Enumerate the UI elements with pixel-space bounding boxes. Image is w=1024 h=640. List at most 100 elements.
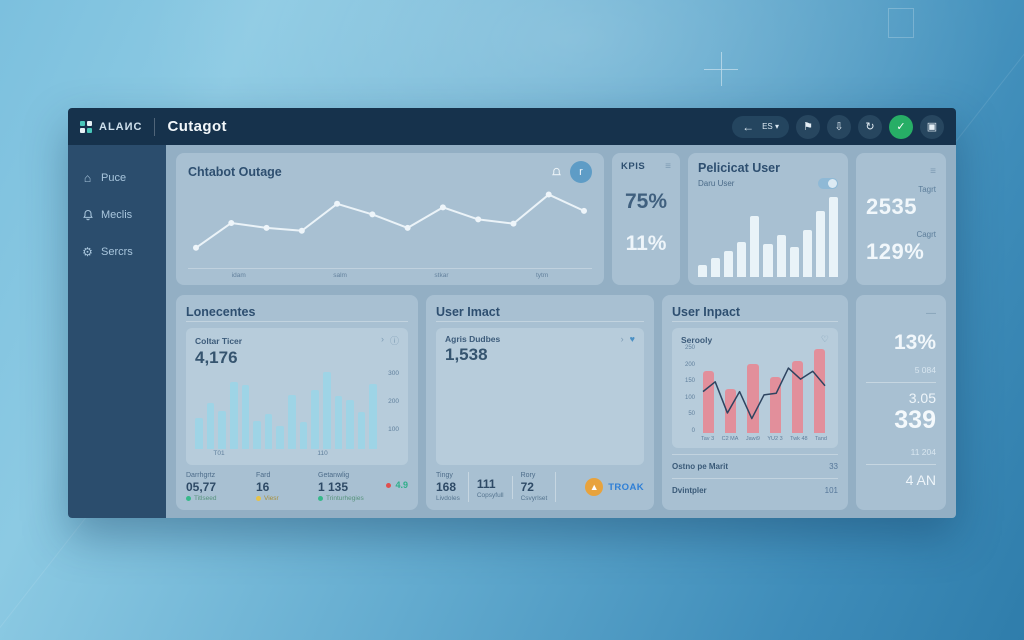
sidebar-item-sercrs[interactable]: ⚙ Sercrs [81, 245, 153, 259]
axis-tick: Jawi9 [745, 436, 760, 442]
lonecentes-panel: Coltar Ticer › ⓘ 4,176 300 [186, 328, 408, 465]
badge-value: 4.9 [395, 480, 408, 490]
dashboard-row-2: Lonecentes Coltar Ticer › ⓘ 4,176 [176, 295, 946, 510]
menu-icon[interactable]: — [926, 308, 936, 319]
troak-action[interactable]: ▲ TROAK [585, 478, 644, 496]
card-header: Lonecentes [186, 302, 408, 322]
user-toggle[interactable] [818, 178, 838, 189]
axis-tick: YU2 3 [767, 436, 783, 442]
brand-name: ALAИC [99, 120, 143, 133]
row-label: Dvintpler [672, 486, 707, 495]
kpi-secondary-value: 11% [625, 232, 667, 255]
axis-tick: idam [231, 272, 246, 279]
stat: Darrhgrtz 05,77 Titlseed [186, 472, 242, 502]
panel-header: Agris Dudbes › ♥ [445, 334, 635, 344]
lonecentes-bar-chart [195, 372, 377, 449]
axis-tick: 50 [688, 411, 695, 418]
bell-icon [81, 209, 94, 221]
alarm-icon[interactable] [551, 167, 562, 178]
legend-dot [256, 496, 261, 501]
flag-icon: ⚑ [803, 120, 813, 133]
card-chatbot-outage: Chtabot Outage r idam salm stkar [176, 153, 604, 285]
crosshair-decoration [704, 52, 738, 86]
combo-chart: Tav 3 C2 MA Jawi9 YU2 3 Twk 48 Tand [699, 345, 829, 442]
card-stats-1: ≡ Tagrt 2535 Cagrt 129% [856, 153, 946, 285]
heart-icon[interactable]: ♥ [629, 334, 635, 344]
check-button[interactable]: ✓ [889, 114, 913, 139]
heart-icon[interactable]: ♡ [820, 334, 829, 344]
flag-button[interactable]: ⚑ [796, 114, 820, 139]
user-imact-panel: Agris Dudbes › ♥ 1,538 [436, 328, 644, 465]
axis-tick: T01 [213, 450, 225, 457]
panel-icons: › ♥ [621, 334, 635, 344]
share-icon[interactable]: › [380, 334, 384, 344]
user-inpact-bar-line-chart [699, 345, 829, 433]
divider [866, 382, 936, 383]
user-inpact-footer: Ostno pe Marit 33 Dvintpler 101 [672, 454, 838, 502]
axis-tick: tytm [535, 272, 549, 279]
card-user-inpact: User Inpact Serooly ♡ 250 [662, 295, 848, 510]
metric-label: Agris Dudbes [445, 334, 501, 344]
alert-icon[interactable]: ▲ [585, 478, 604, 496]
download-button[interactable]: ⇩ [827, 114, 851, 139]
gear-icon: ⚙ [82, 245, 93, 259]
axis-tick: Twk 48 [790, 436, 808, 442]
card-title: Lonecentes [186, 304, 256, 319]
share-icon[interactable]: › [620, 334, 624, 344]
stat: Fard 16 Viesr [256, 472, 312, 502]
card-header: User Imact [436, 302, 644, 322]
axis-tick: 0 [691, 427, 695, 434]
stat-label: Rory [520, 472, 536, 479]
axis-tick: salm [333, 272, 347, 279]
panel-icons: ♡ [821, 334, 829, 345]
stat: Tingy 168 Livdoles [436, 472, 469, 502]
stat-value: 1 135 [318, 480, 349, 494]
panel-header: Coltar Ticer › ⓘ [195, 334, 399, 347]
dashboard-row-1: Chtabot Outage r idam salm stkar [176, 153, 946, 285]
stat-sub: Csvyrlset [520, 495, 548, 502]
axis-tick: Tav 3 [701, 436, 715, 442]
card-kpis: KPIS ≡ 75% 11% [612, 153, 680, 285]
info-button[interactable]: r [570, 161, 592, 183]
header-actions: ← ES ▾ ⚑ ⇩ ↻ ✓ ▣ [732, 114, 944, 139]
menu-icon[interactable]: ≡ [665, 161, 671, 172]
stat-value: 11 204 [910, 447, 936, 457]
axis-tick: 110 [317, 450, 328, 457]
card-user-imact: User Imact Agris Dudbes › ♥ 1,538 [426, 295, 654, 510]
axis-tick: C2 MA [721, 436, 739, 442]
back-button[interactable]: ← ES ▾ [732, 115, 789, 138]
axis-tick: 250 [684, 345, 695, 351]
stat-value: 16 [256, 480, 270, 494]
card-title: User Imact [436, 304, 500, 319]
card-header: Chtabot Outage r [188, 161, 592, 183]
outage-line-chart [188, 183, 592, 268]
info-icon[interactable]: ⓘ [389, 336, 399, 346]
troak-link[interactable]: TROAK [608, 481, 644, 493]
sidebar-item-puce[interactable]: ⌂ Puce [81, 171, 153, 185]
legend-dot [186, 496, 191, 501]
sidebar-item-label: Puce [101, 172, 127, 184]
row-value: 101 [824, 486, 838, 495]
briefcase-icon: ▣ [926, 120, 938, 133]
footer-row: Dvintpler 101 [672, 478, 838, 502]
refresh-button[interactable]: ↻ [858, 114, 882, 139]
rating-badge: 4.9 [386, 472, 408, 490]
stat-label: Getanwlig [318, 472, 350, 479]
stat-value: 129% [866, 239, 925, 264]
top-bar: ALAИC Cutagot ← ES ▾ ⚑ ⇩ ↻ ✓ ▣ [68, 108, 956, 145]
panel-header: Serooly ♡ [681, 334, 829, 345]
user-inpact-y-axis: 250 200 150 100 50 0 [681, 345, 695, 442]
stat: Getanwlig 1 135 Trinturhegies [318, 472, 374, 502]
brand: ALAИC [80, 120, 143, 133]
card-header: Pelicicat User [698, 161, 838, 175]
axis-tick: 100 [684, 394, 695, 401]
briefcase-button[interactable]: ▣ [920, 114, 944, 139]
stat-value: 4 AN [905, 472, 936, 488]
card-header: KPIS ≡ [621, 161, 671, 172]
sidebar-item-meclis[interactable]: Meclis [81, 209, 153, 221]
menu-icon[interactable]: ≡ [930, 166, 936, 177]
card-title: User Inpact [672, 304, 741, 319]
stat-label: Tingy [436, 472, 453, 479]
stat-value: 72 [520, 480, 534, 494]
